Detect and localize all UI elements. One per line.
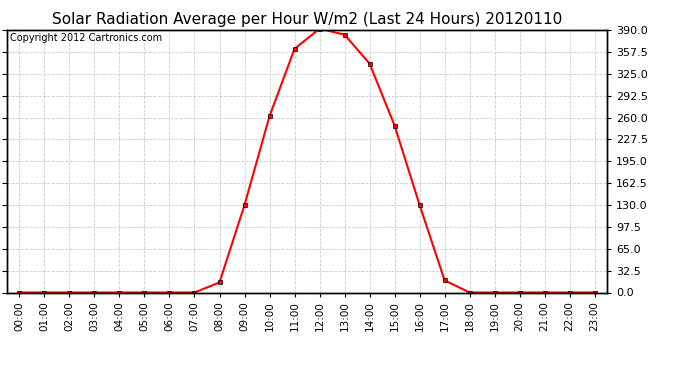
Text: Copyright 2012 Cartronics.com: Copyright 2012 Cartronics.com — [10, 33, 162, 43]
Title: Solar Radiation Average per Hour W/m2 (Last 24 Hours) 20120110: Solar Radiation Average per Hour W/m2 (L… — [52, 12, 562, 27]
